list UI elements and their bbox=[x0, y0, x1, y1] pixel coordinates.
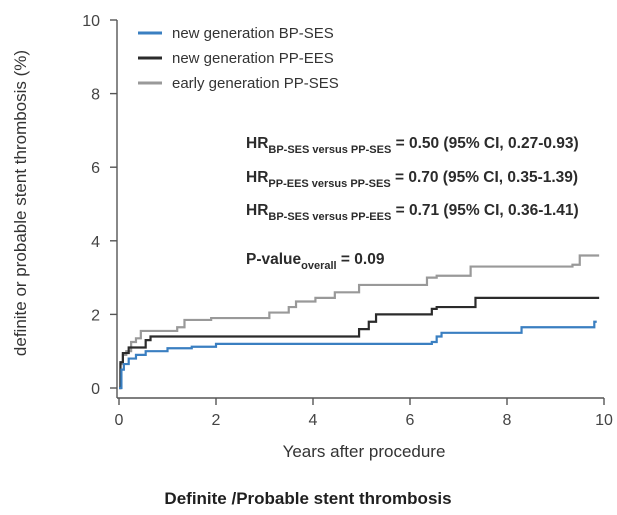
annotations: HRBP-SES versus PP-SES = 0.50 (95% CI, 0… bbox=[246, 135, 579, 272]
annotation-3: HRBP-SES versus PP-EES = 0.71 (95% CI, 0… bbox=[246, 202, 579, 223]
x-tick-label: 2 bbox=[212, 412, 221, 429]
x-tick-label: 10 bbox=[595, 412, 613, 429]
annotation-main: P-value bbox=[246, 251, 302, 268]
annotation-subscript: BP-SES versus PP-SES bbox=[268, 144, 391, 156]
x-axis-title: Years after procedure bbox=[283, 442, 446, 461]
annotation-value: = 0.71 (95% CI, 0.36-1.41) bbox=[391, 202, 578, 219]
annotation-subscript: PP-EES versus PP-SES bbox=[268, 178, 390, 190]
legend-label-new-generation-pp-ees: new generation PP-EES bbox=[172, 50, 334, 67]
annotation-value: = 0.50 (95% CI, 0.27-0.93) bbox=[391, 135, 578, 152]
x-tick-label: 8 bbox=[503, 412, 512, 429]
y-tick-label: 10 bbox=[82, 13, 100, 30]
legend: new generation BP-SES new generation PP-E… bbox=[138, 25, 339, 92]
legend-label-new-generation-bp-ses: new generation BP-SES bbox=[172, 25, 334, 42]
chart-caption: Definite /Probable stent thrombosis bbox=[164, 489, 451, 508]
axes: 0 2 4 6 8 10 0 2 4 6 8 10 bbox=[82, 13, 613, 429]
annotation-value: = 0.09 bbox=[337, 251, 385, 268]
y-tick-label: 4 bbox=[91, 234, 100, 251]
series-line-new-generation-bp-ses bbox=[119, 320, 597, 390]
y-tick-label: 6 bbox=[91, 160, 100, 177]
annotation-value: = 0.70 (95% CI, 0.35-1.39) bbox=[391, 169, 578, 186]
annotation-main: HR bbox=[246, 202, 268, 219]
annotation-subscript: overall bbox=[301, 260, 336, 272]
annotation-4: P-valueoverall = 0.09 bbox=[246, 251, 385, 272]
annotation-main: HR bbox=[246, 135, 268, 152]
annotation-main: HR bbox=[246, 169, 268, 186]
annotation-2: HRPP-EES versus PP-SES = 0.70 (95% CI, 0… bbox=[246, 169, 578, 190]
y-tick-label: 2 bbox=[91, 307, 100, 324]
series-layer bbox=[119, 254, 600, 390]
legend-label-early-generation-pp-ses: early generation PP-SES bbox=[172, 75, 339, 92]
x-tick-label: 6 bbox=[406, 412, 415, 429]
annotation-1: HRBP-SES versus PP-SES = 0.50 (95% CI, 0… bbox=[246, 135, 579, 156]
x-tick-label: 4 bbox=[309, 412, 318, 429]
x-tick-label: 0 bbox=[115, 412, 124, 429]
y-tick-label: 8 bbox=[91, 87, 100, 104]
annotation-subscript: BP-SES versus PP-EES bbox=[268, 211, 391, 223]
y-axis-title: definite or probable stent thrombosis (%… bbox=[11, 50, 30, 356]
series-line-early-generation-pp-ses bbox=[119, 254, 600, 390]
y-tick-label: 0 bbox=[91, 381, 100, 398]
series-line-new-generation-pp-ees bbox=[119, 296, 600, 390]
